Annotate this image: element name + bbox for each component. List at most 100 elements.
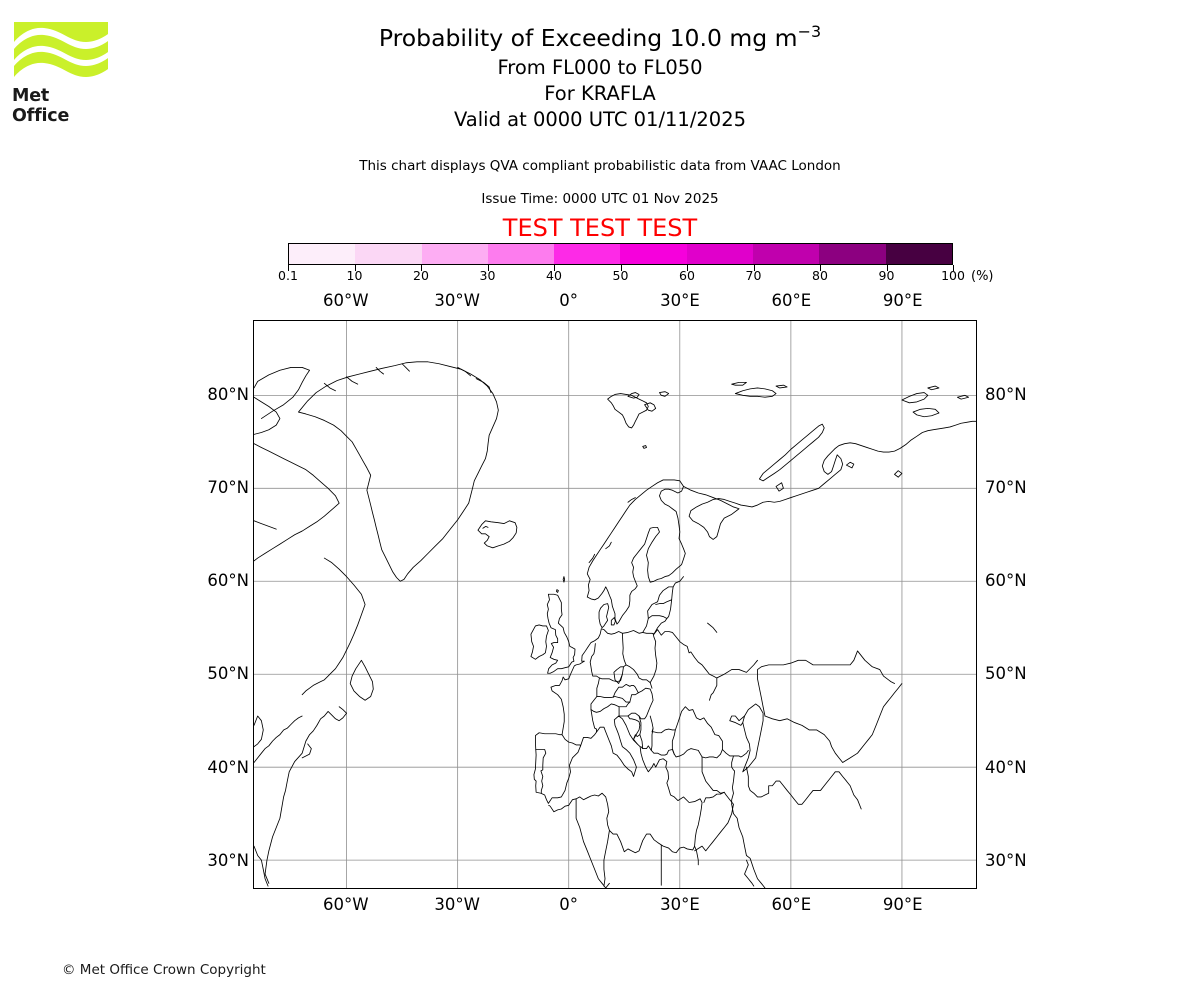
coastline-path (254, 367, 310, 419)
longitude-label-top-4: 60°E (771, 291, 812, 310)
latitude-label-right-3: 50°N (985, 664, 1027, 684)
coastline-path (254, 520, 277, 530)
coastline-path (575, 798, 603, 884)
coastline-path (254, 715, 264, 748)
colorbar-ticks (288, 265, 954, 271)
coastline-path (298, 361, 499, 582)
latitude-label-right-2: 60°N (985, 571, 1027, 591)
colorbar-tick-label-9: 90 (878, 268, 895, 283)
latitude-label-right-1: 70°N (985, 477, 1027, 497)
coastline-path (758, 423, 825, 482)
longitude-label-bottom-3: 30°E (660, 895, 700, 914)
coastline-path (581, 576, 684, 662)
coastline-path (655, 599, 673, 605)
colorbar-tick-10 (953, 265, 954, 271)
longitude-label-bottom-2: 0° (559, 895, 578, 914)
coastline-path (846, 461, 855, 469)
colorbar-tick-7 (753, 265, 755, 271)
map-panel[interactable] (253, 320, 977, 889)
map-gridlines (254, 321, 976, 888)
colorbar-tick-label-6: 60 (679, 268, 695, 283)
coastline-path (707, 622, 718, 633)
coastline-path (530, 624, 549, 660)
coastline-path (264, 706, 347, 884)
colorbar-segment-8 (819, 244, 886, 264)
coastline-path (475, 378, 492, 393)
coastline-path (627, 715, 641, 740)
colorbar-segment-3 (487, 244, 555, 264)
colorbar-tick-6 (687, 265, 688, 271)
coastline-path (401, 363, 410, 372)
coastline-path (596, 687, 654, 720)
coastline-path (694, 791, 734, 852)
coastline-path (659, 391, 670, 397)
latitude-label-right-4: 40°N (985, 757, 1027, 777)
coastline-path (650, 749, 668, 756)
coastline-path (601, 882, 610, 888)
coastline-path (640, 727, 654, 751)
coastline-path (731, 755, 735, 805)
colorbar-segment-7 (753, 244, 820, 264)
coastline-path (589, 643, 600, 697)
coastline-path (375, 367, 384, 375)
qva-strapline: This chart displays QVA compliant probab… (359, 158, 841, 174)
longitude-label-top-2: 0° (559, 291, 578, 310)
coastline-path (757, 650, 895, 717)
coastline-path (957, 394, 970, 400)
coastline-path (556, 589, 559, 593)
colorbar-tick-4 (554, 265, 555, 271)
latitude-label-right-0: 80°N (985, 384, 1027, 404)
coastline-path (729, 715, 745, 726)
coastline-path (590, 709, 597, 733)
colorbar-tick-labels: 0.1 10 20 30 40 50 60 70 80 90 100 (0, 268, 1200, 284)
probability-colorbar (288, 243, 954, 271)
coastline-path (927, 385, 940, 391)
coastline-path (649, 715, 676, 734)
coastline-path (694, 845, 699, 866)
longitude-label-top-0: 60°W (323, 291, 369, 310)
coastline-path (894, 470, 903, 478)
coastline-path (301, 743, 312, 759)
colorbar-segment-2 (421, 244, 488, 264)
coastline-path (731, 803, 766, 888)
coastline-path (642, 445, 647, 449)
title-flight-levels: From FL000 to FL050 (497, 56, 703, 79)
coastline-path (610, 617, 616, 626)
colorbar-tick-8 (820, 265, 821, 271)
colorbar-tick-9 (886, 265, 888, 271)
colorbar-gradient (288, 243, 953, 265)
latitude-label-left-5: 30°N (207, 851, 249, 871)
colorbar-tick-3 (487, 265, 489, 271)
colorbar-tick-1 (354, 265, 356, 271)
colorbar-segment-6 (686, 244, 754, 264)
coastline-path (627, 392, 640, 399)
met-office-logo: Met Office (12, 22, 112, 126)
title-exponent: −3 (797, 22, 822, 42)
coastline-path (346, 376, 359, 385)
coastline-path (731, 381, 747, 386)
colorbar-tick-0 (288, 265, 289, 271)
colorbar-tick-label-1: 10 (346, 268, 363, 283)
longitude-label-bottom-0: 60°W (323, 895, 369, 914)
latitude-label-left-1: 70°N (207, 477, 249, 497)
coastline-path (599, 664, 653, 689)
coastline-path (561, 734, 582, 747)
colorbar-tick-2 (421, 265, 422, 271)
colorbar-tick-label-2: 20 (413, 268, 429, 283)
coastline-path (775, 482, 784, 492)
map-canvas (254, 321, 976, 888)
title-volcano: For KRAFLA (544, 82, 656, 105)
issue-time-label: Issue Time: 0000 UTC 01 Nov 2025 (481, 191, 719, 207)
colorbar-tick-label-0: 0.1 (278, 268, 298, 283)
longitude-label-top-3: 30°E (660, 291, 700, 310)
chart-title-block: Probability of Exceeding 10.0 mg m−3 Fro… (0, 22, 1200, 133)
colorbar-segment-4 (554, 244, 621, 264)
coastline-path (349, 659, 374, 701)
colorbar-tick-label-7: 70 (745, 268, 762, 283)
latitude-label-right-5: 30°N (985, 851, 1027, 871)
colorbar-tick-label-10: 100 (941, 268, 965, 283)
coastline-path (746, 766, 862, 810)
coastline-path (607, 393, 649, 429)
latitude-label-left-0: 80°N (207, 384, 249, 404)
coastline-path (618, 701, 631, 708)
